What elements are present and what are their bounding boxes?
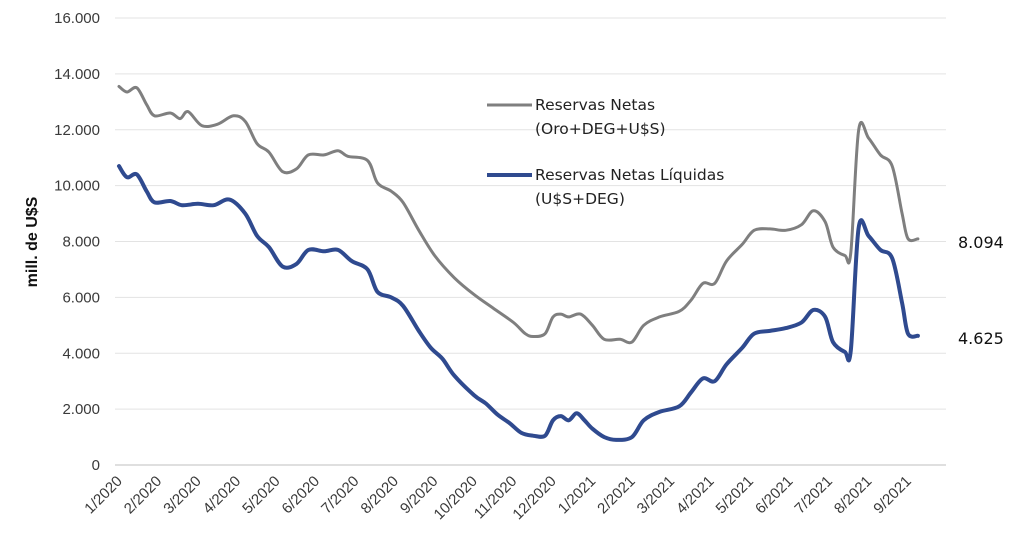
- x-tick-label: 1/2020: [81, 473, 125, 517]
- x-tick-label: 4/2021: [673, 473, 717, 517]
- x-tick-label: 6/2021: [752, 473, 796, 517]
- x-tick-label: 12/2020: [509, 473, 559, 523]
- y-tick-labels: 0 2.000 4.000 6.000 8.000 10.000 12.000 14.000 1…: [54, 10, 100, 474]
- legend-label-reservas-netas: Reservas Netas: [535, 96, 655, 114]
- x-tick-label: 2/2020: [121, 473, 165, 517]
- x-tick-label: 10/2020: [431, 473, 481, 523]
- y-tick-label: 0: [92, 457, 100, 474]
- y-tick-label: 16.000: [54, 10, 100, 27]
- y-tick-label: 10.000: [54, 178, 100, 195]
- y-tick-label: 4.000: [62, 345, 100, 362]
- legend-sublabel-reservas-liquidas: (U$S+DEG): [535, 190, 625, 208]
- x-tick-label: 7/2020: [318, 473, 362, 517]
- x-tick-label: 4/2020: [200, 473, 244, 517]
- y-tick-label: 14.000: [54, 66, 100, 83]
- legend-sublabel-reservas-netas: (Oro+DEG+U$S): [535, 120, 666, 138]
- x-tick-label: 6/2020: [279, 473, 323, 517]
- x-tick-label: 8/2020: [358, 473, 402, 517]
- legend: Reservas Netas (Oro+DEG+U$S) Reservas Ne…: [487, 96, 724, 208]
- y-tick-label: 12.000: [54, 122, 100, 139]
- series-lines: [117, 84, 920, 442]
- x-tick-label: 9/2021: [870, 473, 914, 517]
- x-tick-label: 1/2021: [555, 473, 599, 517]
- end-label-reservas-netas: 8.094: [958, 233, 1004, 252]
- x-tick-labels: 1/20202/20203/20204/20205/20206/20207/20…: [81, 473, 914, 523]
- x-tick-label: 3/2021: [634, 473, 678, 517]
- x-tick-label: 5/2021: [713, 473, 757, 517]
- series-line-reservas-liquidas: [117, 164, 920, 442]
- x-tick-label: 7/2021: [791, 473, 835, 517]
- end-label-reservas-liquidas: 4.625: [958, 329, 1004, 348]
- y-tick-label: 8.000: [62, 234, 100, 251]
- x-tick-label: 8/2021: [831, 473, 875, 517]
- gridlines: [115, 17, 946, 410]
- x-tick-label: 3/2020: [160, 473, 204, 517]
- y-tick-label: 2.000: [62, 401, 100, 418]
- y-tick-label: 6.000: [62, 289, 100, 306]
- y-axis-label: mill. de U$S: [24, 196, 41, 287]
- series-line-reservas-netas: [117, 84, 920, 345]
- legend-label-reservas-liquidas: Reservas Netas Líquidas: [535, 166, 724, 184]
- x-tick-label: 2/2021: [594, 473, 638, 517]
- x-tick-label: 5/2020: [239, 473, 283, 517]
